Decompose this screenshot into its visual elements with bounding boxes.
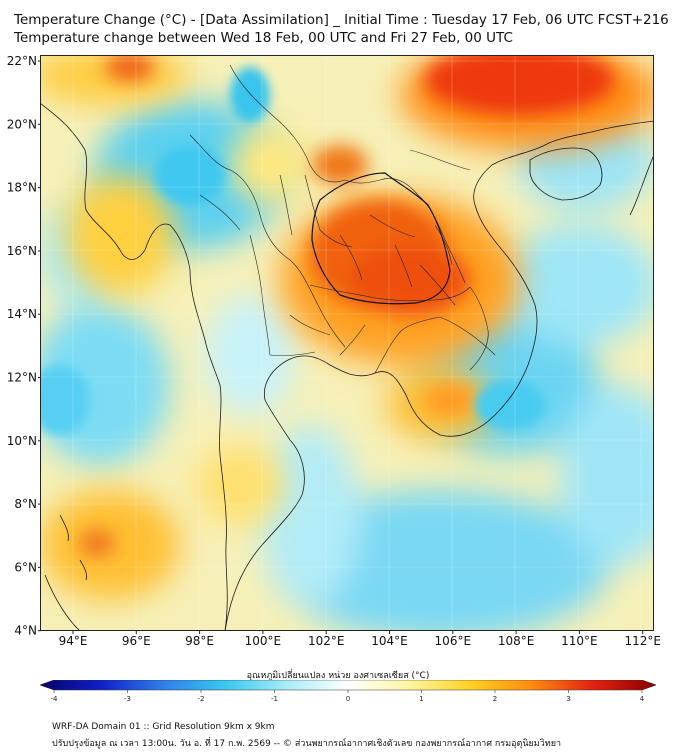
y-tick-label: 12°N <box>7 371 37 385</box>
colorbar-tick-label: 4 <box>640 695 645 703</box>
temperature-change-map <box>40 55 654 631</box>
y-tick-label: 18°N <box>7 181 37 195</box>
highlight-boundary <box>311 172 451 305</box>
colorbar-tick-label: -3 <box>124 695 131 703</box>
colorbar-tick-label: -2 <box>198 695 205 703</box>
y-tick-label: 14°N <box>7 307 37 321</box>
colorbar-bar <box>40 680 656 691</box>
map-title: Temperature Change (°C) - [Data Assimila… <box>14 12 669 28</box>
x-tick-label: 110°E <box>561 634 598 648</box>
colorbar-tick-label: 0 <box>346 695 350 703</box>
colorbar: -4 -3 -2 -1 0 1 2 3 4 <box>40 680 656 703</box>
y-tick-label: 22°N <box>7 54 37 68</box>
map-frame <box>40 55 654 631</box>
x-tick-label: 106°E <box>435 634 472 648</box>
y-tick-label: 4°N <box>14 624 37 638</box>
colorbar-tick-label: 3 <box>566 695 570 703</box>
axis-ticks: 22°N 20°N 18°N 16°N 14°N 12°N 10°N 8°N 6°N 4°N 94… <box>7 54 661 648</box>
admin-boundaries <box>189 64 496 374</box>
y-tick-label: 8°N <box>14 497 37 511</box>
x-tick-label: 100°E <box>245 634 282 648</box>
cold-cores <box>40 67 545 435</box>
x-tick-label: 112°E <box>624 634 661 648</box>
graticule <box>40 55 654 631</box>
y-tick-label: 6°N <box>14 560 37 574</box>
x-tick-label: 98°E <box>185 634 214 648</box>
colorbar-tick-label: -1 <box>271 695 278 703</box>
x-tick-label: 104°E <box>371 634 408 648</box>
x-tick-label: 108°E <box>498 634 535 648</box>
colorbar-tick-label: -4 <box>51 695 59 703</box>
y-tick-label: 16°N <box>7 244 37 258</box>
footer-model-info: WRF-DA Domain 01 :: Grid Resolution 9km … <box>52 722 275 732</box>
x-tick-label: 94°E <box>59 634 88 648</box>
y-tick-label: 20°N <box>7 117 37 131</box>
colorbar-tick-label: 1 <box>419 695 423 703</box>
coastlines <box>40 102 654 631</box>
map-subtitle: Temperature change between Wed 18 Feb, 0… <box>14 30 513 46</box>
x-tick-label: 102°E <box>308 634 345 648</box>
x-tick-label: 96°E <box>122 634 151 648</box>
colorbar-label: อุณหภูมิเปลี่ยนแปลง หน่วย องศาเซลเซียส (… <box>246 671 430 681</box>
colorbar-tick-label: 2 <box>493 695 497 703</box>
y-tick-label: 10°N <box>7 434 37 448</box>
footer-credit: ปรับปรุงข้อมูล ณ เวลา 13:00น. วัน อ. ที่… <box>52 739 562 749</box>
warming-core <box>79 55 615 557</box>
